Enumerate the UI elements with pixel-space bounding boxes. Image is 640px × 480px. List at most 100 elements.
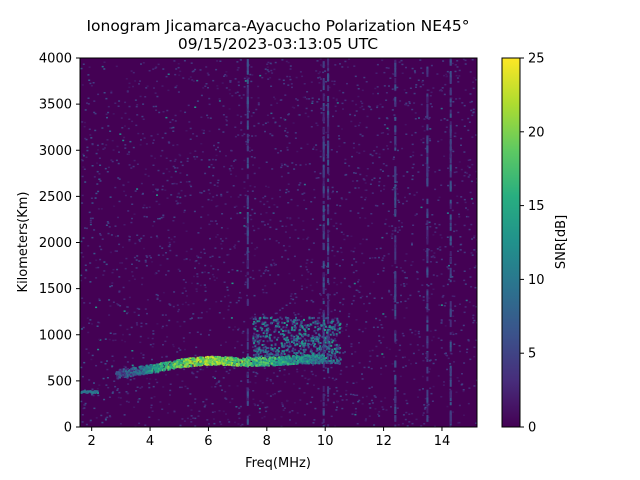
spread-echo bbox=[266, 324, 269, 326]
noise-pixel bbox=[463, 151, 466, 153]
trace-echo bbox=[224, 358, 227, 360]
noise-pixel bbox=[320, 107, 323, 110]
interference-pixel bbox=[246, 125, 249, 130]
interference-pixel bbox=[394, 316, 397, 320]
noise-pixel bbox=[375, 72, 378, 74]
interference-pixel bbox=[426, 290, 429, 299]
noise-pixel bbox=[105, 384, 108, 386]
noise-pixel bbox=[315, 144, 318, 146]
noise-pixel bbox=[312, 242, 315, 244]
noise-pixel bbox=[287, 61, 290, 64]
interference-pixel bbox=[327, 167, 330, 174]
noise-pixel bbox=[89, 219, 92, 222]
noise-pixel bbox=[290, 83, 293, 85]
noise-pixel bbox=[282, 245, 285, 247]
noise-pixel bbox=[329, 197, 331, 200]
spread-echo bbox=[324, 338, 327, 341]
noise-pixel bbox=[454, 70, 457, 73]
spread-echo bbox=[281, 333, 284, 335]
noise-pixel bbox=[293, 312, 296, 314]
spread-echo bbox=[271, 353, 274, 356]
noise-pixel bbox=[152, 164, 155, 166]
noise-pixel bbox=[131, 120, 134, 123]
noise-pixel bbox=[212, 418, 215, 420]
noise-pixel bbox=[161, 247, 164, 249]
noise-pixel bbox=[306, 91, 309, 93]
noise-pixel bbox=[355, 411, 357, 413]
noise-pixel bbox=[382, 408, 385, 411]
noise-pixel bbox=[283, 163, 286, 166]
noise-pixel bbox=[364, 327, 367, 330]
spread-echo bbox=[326, 353, 329, 356]
interference-pixel bbox=[394, 116, 397, 121]
noise-pixel bbox=[150, 397, 153, 399]
noise-pixel bbox=[249, 276, 252, 279]
noise-pixel bbox=[279, 150, 282, 152]
spread-echo bbox=[280, 328, 283, 331]
noise-pixel bbox=[374, 408, 377, 410]
noise-pixel bbox=[240, 380, 243, 382]
noise-pixel bbox=[157, 169, 160, 172]
noise-pixel bbox=[301, 193, 304, 195]
noise-pixel bbox=[342, 298, 345, 300]
noise-pixel bbox=[91, 143, 94, 146]
noise-pixel bbox=[342, 233, 345, 236]
noise-pixel bbox=[311, 102, 314, 104]
noise-pixel bbox=[82, 155, 85, 157]
spread-echo bbox=[303, 343, 306, 346]
noise-pixel bbox=[93, 252, 96, 255]
noise-pixel bbox=[398, 61, 401, 63]
interference-pixel bbox=[322, 309, 325, 314]
noise-pixel bbox=[321, 351, 324, 353]
noise-pixel bbox=[267, 270, 270, 272]
noise-pixel bbox=[296, 189, 299, 191]
noise-pixel bbox=[296, 99, 299, 101]
noise-pixel bbox=[230, 165, 233, 167]
noise-pixel bbox=[235, 301, 238, 304]
interference-pixel bbox=[394, 238, 397, 242]
trace-echo bbox=[258, 363, 261, 366]
noise-pixel bbox=[98, 245, 101, 248]
noise-pixel bbox=[123, 190, 126, 193]
noise-pixel bbox=[146, 256, 149, 258]
noise-pixel bbox=[229, 80, 232, 82]
noise-pixel bbox=[133, 159, 136, 162]
noise-pixel bbox=[397, 199, 400, 202]
noise-pixel bbox=[351, 413, 354, 415]
noise-pixel bbox=[220, 195, 223, 197]
interference-pixel bbox=[327, 237, 330, 243]
noise-pixel bbox=[241, 168, 244, 170]
noise-pixel bbox=[107, 232, 110, 235]
noise-pixel bbox=[177, 91, 180, 93]
noise-pixel bbox=[254, 248, 257, 250]
noise-pixel bbox=[254, 135, 257, 137]
noise-pixel bbox=[243, 86, 246, 88]
noise-pixel bbox=[91, 388, 94, 390]
noise-pixel bbox=[454, 64, 457, 66]
spread-echo bbox=[294, 343, 297, 346]
interference-pixel bbox=[449, 171, 452, 178]
noise-pixel bbox=[357, 167, 360, 169]
noise-pixel bbox=[441, 87, 444, 89]
noise-pixel bbox=[427, 135, 430, 137]
noise-pixel bbox=[227, 294, 230, 297]
trace-echo bbox=[300, 361, 302, 364]
noise-pixel bbox=[133, 406, 136, 408]
noise-pixel bbox=[159, 245, 162, 248]
noise-pixel bbox=[324, 70, 327, 72]
noise-pixel bbox=[196, 255, 198, 257]
noise-pixel bbox=[172, 220, 175, 222]
trace-echo bbox=[120, 369, 123, 372]
noise-pixel bbox=[92, 82, 95, 84]
noise-pixel bbox=[261, 288, 264, 291]
noise-pixel bbox=[224, 74, 227, 76]
spread-echo bbox=[269, 317, 272, 320]
noise-pixel bbox=[357, 279, 360, 281]
spread-echo bbox=[259, 335, 262, 338]
noise-pixel bbox=[379, 168, 382, 171]
noise-pixel bbox=[275, 228, 278, 230]
noise-pixel bbox=[165, 168, 168, 170]
noise-pixel bbox=[369, 257, 371, 259]
noise-pixel bbox=[371, 154, 374, 157]
interference-pixel bbox=[426, 260, 429, 264]
